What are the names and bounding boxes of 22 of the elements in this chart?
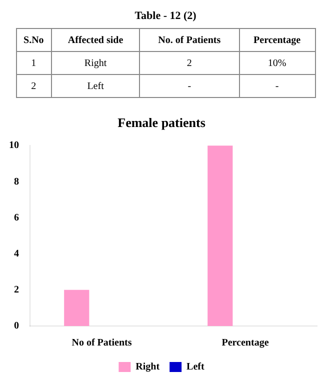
text: S.No bbox=[16, 28, 52, 52]
x-tick-label: No of Patients bbox=[72, 338, 132, 349]
chart-title: Female patients bbox=[118, 115, 206, 130]
text: 2 bbox=[140, 52, 240, 74]
text: Affected side bbox=[51, 28, 140, 52]
text: Percentage bbox=[239, 28, 315, 52]
text: 1 bbox=[16, 52, 52, 74]
legend-label: Left bbox=[186, 362, 205, 373]
text: Left bbox=[51, 74, 140, 98]
y-tick-label: 4 bbox=[14, 248, 19, 260]
legend-label: Right bbox=[136, 362, 160, 373]
y-tick-label: 2 bbox=[14, 284, 19, 296]
text: - bbox=[140, 74, 240, 98]
y-tick-label: 10 bbox=[9, 140, 19, 152]
text: 10% bbox=[239, 52, 315, 74]
y-tick-label: 6 bbox=[14, 212, 19, 224]
y-tick-label: 8 bbox=[14, 176, 19, 188]
y-tick-label: 0 bbox=[14, 320, 19, 332]
text: - bbox=[239, 74, 315, 98]
text: Table - 12 (2) bbox=[134, 10, 198, 24]
text: No. of Patients bbox=[140, 28, 240, 52]
text: Right bbox=[51, 52, 140, 74]
